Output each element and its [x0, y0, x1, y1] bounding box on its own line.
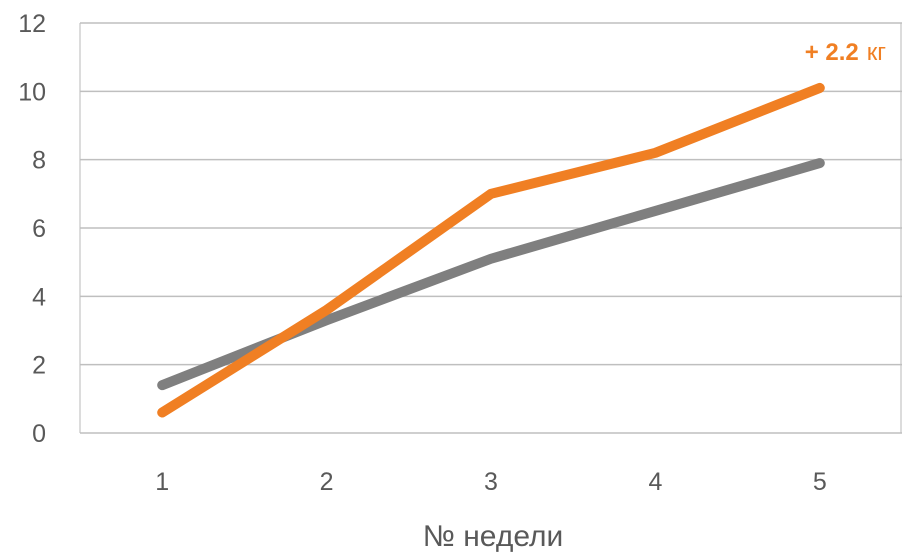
x-tick-label: 4: [648, 468, 662, 496]
x-tick-label: 3: [484, 468, 498, 496]
y-tick-label: 12: [18, 10, 46, 38]
x-axis-title: № недели: [423, 520, 564, 553]
y-tick-label: 0: [32, 420, 46, 448]
series-lines: [157, 82, 825, 418]
y-axis-tick-labels: 0 2 4 6 8 10 12: [18, 10, 46, 448]
x-tick-label: 1: [155, 468, 169, 496]
annotation-unit: кг: [867, 39, 887, 66]
y-tick-label: 10: [18, 78, 46, 106]
y-tick-label: 6: [32, 215, 46, 243]
x-tick-label: 2: [320, 468, 334, 496]
series-line-2: [157, 82, 825, 418]
weight-gain-annotation: + 2.2 кг: [805, 39, 887, 66]
x-tick-label: 5: [813, 468, 827, 496]
y-tick-label: 2: [32, 352, 46, 380]
annotation-value: + 2.2: [805, 39, 859, 66]
y-tick-label: 8: [32, 147, 46, 175]
x-axis-tick-labels: 1 2 3 4 5: [155, 468, 827, 496]
y-tick-label: 4: [32, 283, 46, 311]
